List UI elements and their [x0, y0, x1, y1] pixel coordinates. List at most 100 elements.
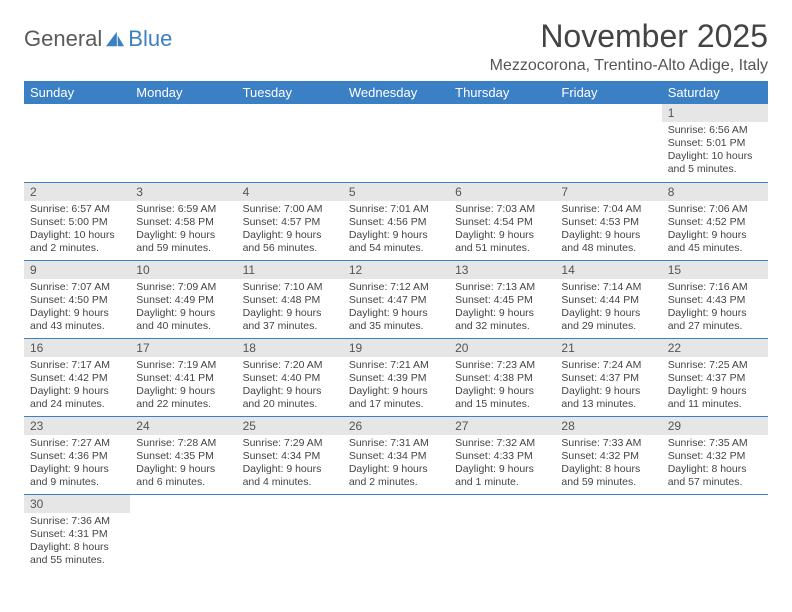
daylight-line2: and 2 minutes. [349, 476, 443, 489]
daylight-line2: and 2 minutes. [30, 242, 124, 255]
day-number: 8 [662, 183, 768, 201]
calendar-week: 16Sunrise: 7:17 AMSunset: 4:42 PMDayligh… [24, 338, 768, 416]
calendar-day: 6Sunrise: 7:03 AMSunset: 4:54 PMDaylight… [449, 182, 555, 260]
sunset-text: Sunset: 4:45 PM [455, 294, 549, 307]
day-details: Sunrise: 7:36 AMSunset: 4:31 PMDaylight:… [24, 513, 130, 572]
calendar-day: 27Sunrise: 7:32 AMSunset: 4:33 PMDayligh… [449, 416, 555, 494]
daylight-line1: Daylight: 9 hours [561, 307, 655, 320]
daylight-line1: Daylight: 9 hours [136, 307, 230, 320]
sunset-text: Sunset: 4:49 PM [136, 294, 230, 307]
daylight-line1: Daylight: 9 hours [349, 229, 443, 242]
daylight-line2: and 32 minutes. [455, 320, 549, 333]
daylight-line1: Daylight: 9 hours [243, 229, 337, 242]
calendar-day: 12Sunrise: 7:12 AMSunset: 4:47 PMDayligh… [343, 260, 449, 338]
daylight-line2: and 24 minutes. [30, 398, 124, 411]
sunset-text: Sunset: 4:44 PM [561, 294, 655, 307]
day-details: Sunrise: 6:56 AMSunset: 5:01 PMDaylight:… [662, 122, 768, 181]
calendar-day-empty [24, 104, 130, 182]
location-subtitle: Mezzocorona, Trentino-Alto Adige, Italy [490, 57, 768, 75]
title-block: November 2025 Mezzocorona, Trentino-Alto… [490, 18, 768, 75]
daylight-line2: and 6 minutes. [136, 476, 230, 489]
daylight-line1: Daylight: 9 hours [136, 229, 230, 242]
calendar-day: 25Sunrise: 7:29 AMSunset: 4:34 PMDayligh… [237, 416, 343, 494]
logo: General Blue [24, 18, 172, 52]
sunset-text: Sunset: 4:34 PM [349, 450, 443, 463]
calendar-day-empty [343, 494, 449, 572]
daylight-line1: Daylight: 8 hours [561, 463, 655, 476]
sunset-text: Sunset: 4:33 PM [455, 450, 549, 463]
day-details: Sunrise: 7:13 AMSunset: 4:45 PMDaylight:… [449, 279, 555, 338]
day-number: 4 [237, 183, 343, 201]
logo-text-general: General [24, 26, 102, 52]
day-details: Sunrise: 7:28 AMSunset: 4:35 PMDaylight:… [130, 435, 236, 494]
calendar-day: 29Sunrise: 7:35 AMSunset: 4:32 PMDayligh… [662, 416, 768, 494]
day-number: 13 [449, 261, 555, 279]
day-number: 25 [237, 417, 343, 435]
calendar-day-empty [449, 104, 555, 182]
calendar-week: 2Sunrise: 6:57 AMSunset: 5:00 PMDaylight… [24, 182, 768, 260]
sunrise-text: Sunrise: 6:57 AM [30, 203, 124, 216]
calendar-day: 15Sunrise: 7:16 AMSunset: 4:43 PMDayligh… [662, 260, 768, 338]
sunset-text: Sunset: 5:01 PM [668, 137, 762, 150]
day-number: 23 [24, 417, 130, 435]
day-details: Sunrise: 7:25 AMSunset: 4:37 PMDaylight:… [662, 357, 768, 416]
calendar-day: 7Sunrise: 7:04 AMSunset: 4:53 PMDaylight… [555, 182, 661, 260]
sunrise-text: Sunrise: 7:29 AM [243, 437, 337, 450]
sunrise-text: Sunrise: 7:17 AM [30, 359, 124, 372]
day-header-row: SundayMondayTuesdayWednesdayThursdayFrid… [24, 81, 768, 104]
sunrise-text: Sunrise: 7:10 AM [243, 281, 337, 294]
daylight-line1: Daylight: 9 hours [668, 385, 762, 398]
day-number: 24 [130, 417, 236, 435]
day-details: Sunrise: 7:35 AMSunset: 4:32 PMDaylight:… [662, 435, 768, 494]
calendar-day-empty [555, 494, 661, 572]
day-number: 14 [555, 261, 661, 279]
sunset-text: Sunset: 4:56 PM [349, 216, 443, 229]
calendar-day: 9Sunrise: 7:07 AMSunset: 4:50 PMDaylight… [24, 260, 130, 338]
calendar-day-empty [662, 494, 768, 572]
sunset-text: Sunset: 4:40 PM [243, 372, 337, 385]
calendar-day-empty [237, 104, 343, 182]
daylight-line1: Daylight: 9 hours [349, 463, 443, 476]
sunset-text: Sunset: 4:37 PM [561, 372, 655, 385]
calendar-day: 13Sunrise: 7:13 AMSunset: 4:45 PMDayligh… [449, 260, 555, 338]
daylight-line1: Daylight: 10 hours [30, 229, 124, 242]
day-number: 28 [555, 417, 661, 435]
sunset-text: Sunset: 4:38 PM [455, 372, 549, 385]
calendar-table: SundayMondayTuesdayWednesdayThursdayFrid… [24, 81, 768, 572]
day-details: Sunrise: 7:14 AMSunset: 4:44 PMDaylight:… [555, 279, 661, 338]
sunrise-text: Sunrise: 6:59 AM [136, 203, 230, 216]
day-details: Sunrise: 7:21 AMSunset: 4:39 PMDaylight:… [343, 357, 449, 416]
sunset-text: Sunset: 4:32 PM [668, 450, 762, 463]
sunrise-text: Sunrise: 7:27 AM [30, 437, 124, 450]
sunset-text: Sunset: 4:43 PM [668, 294, 762, 307]
daylight-line1: Daylight: 9 hours [668, 229, 762, 242]
daylight-line1: Daylight: 9 hours [561, 385, 655, 398]
daylight-line2: and 9 minutes. [30, 476, 124, 489]
sunrise-text: Sunrise: 7:04 AM [561, 203, 655, 216]
day-details: Sunrise: 7:10 AMSunset: 4:48 PMDaylight:… [237, 279, 343, 338]
calendar-day: 4Sunrise: 7:00 AMSunset: 4:57 PMDaylight… [237, 182, 343, 260]
day-number: 22 [662, 339, 768, 357]
sunset-text: Sunset: 4:50 PM [30, 294, 124, 307]
calendar-day: 16Sunrise: 7:17 AMSunset: 4:42 PMDayligh… [24, 338, 130, 416]
daylight-line1: Daylight: 9 hours [243, 385, 337, 398]
calendar-day: 8Sunrise: 7:06 AMSunset: 4:52 PMDaylight… [662, 182, 768, 260]
day-details: Sunrise: 7:00 AMSunset: 4:57 PMDaylight:… [237, 201, 343, 260]
day-details: Sunrise: 7:19 AMSunset: 4:41 PMDaylight:… [130, 357, 236, 416]
daylight-line1: Daylight: 9 hours [30, 307, 124, 320]
day-number: 12 [343, 261, 449, 279]
daylight-line2: and 20 minutes. [243, 398, 337, 411]
daylight-line1: Daylight: 9 hours [668, 307, 762, 320]
sunrise-text: Sunrise: 6:56 AM [668, 124, 762, 137]
calendar-day: 5Sunrise: 7:01 AMSunset: 4:56 PMDaylight… [343, 182, 449, 260]
day-number: 10 [130, 261, 236, 279]
sunset-text: Sunset: 4:34 PM [243, 450, 337, 463]
sunset-text: Sunset: 4:58 PM [136, 216, 230, 229]
sunset-text: Sunset: 4:37 PM [668, 372, 762, 385]
daylight-line1: Daylight: 9 hours [136, 463, 230, 476]
sunrise-text: Sunrise: 7:01 AM [349, 203, 443, 216]
day-number: 29 [662, 417, 768, 435]
daylight-line1: Daylight: 9 hours [455, 385, 549, 398]
sunrise-text: Sunrise: 7:20 AM [243, 359, 337, 372]
sunrise-text: Sunrise: 7:31 AM [349, 437, 443, 450]
